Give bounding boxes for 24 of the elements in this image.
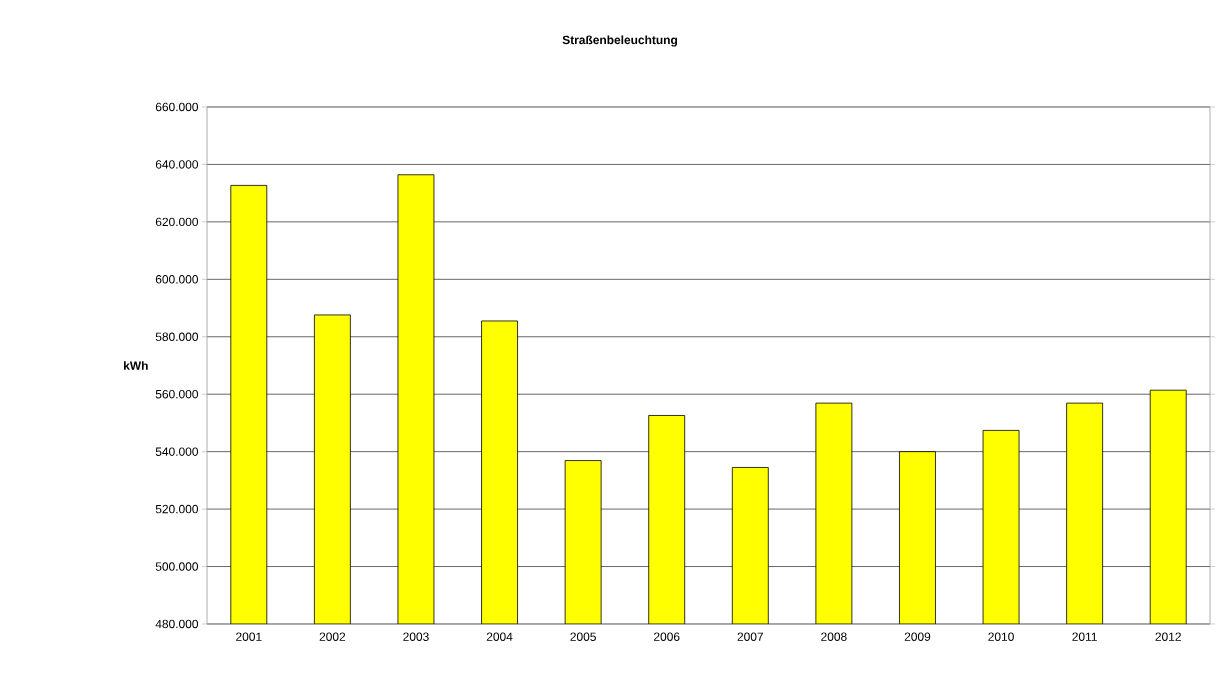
y-tick-label: 560.000 [155, 389, 199, 399]
y-tick-label: 620.000 [155, 217, 199, 227]
x-tick-label: 2012 [1155, 632, 1181, 641]
y-tick-label: 640.000 [155, 160, 199, 169]
chart-title: Straßenbeleuchtung [562, 35, 677, 47]
x-tick-label: 2007 [737, 632, 763, 641]
y-tick-label: 500.000 [155, 562, 199, 571]
x-tick-label: 2003 [403, 632, 429, 641]
y-tick-label: 660.000 [155, 102, 199, 112]
x-tick-label: 2010 [988, 632, 1014, 641]
x-tick-label: 2001 [236, 632, 262, 641]
y-tick-label: 520.000 [155, 504, 199, 514]
x-tick-label: 2009 [904, 632, 931, 641]
y-tick-label: 600.000 [155, 275, 199, 284]
x-tick-label: 2005 [570, 632, 596, 641]
y-tick-label: 540.000 [155, 447, 199, 456]
x-tick-label: 2002 [319, 632, 346, 641]
y-axis-title: kWh [124, 361, 148, 370]
y-tick-label: 480.000 [155, 619, 199, 629]
x-tick-label: 2006 [654, 632, 680, 641]
x-tick-label: 2011 [1072, 632, 1097, 641]
x-tick-label: 2008 [821, 632, 847, 641]
x-tick-label: 2004 [486, 632, 513, 641]
y-tick-label: 580.000 [155, 332, 199, 341]
